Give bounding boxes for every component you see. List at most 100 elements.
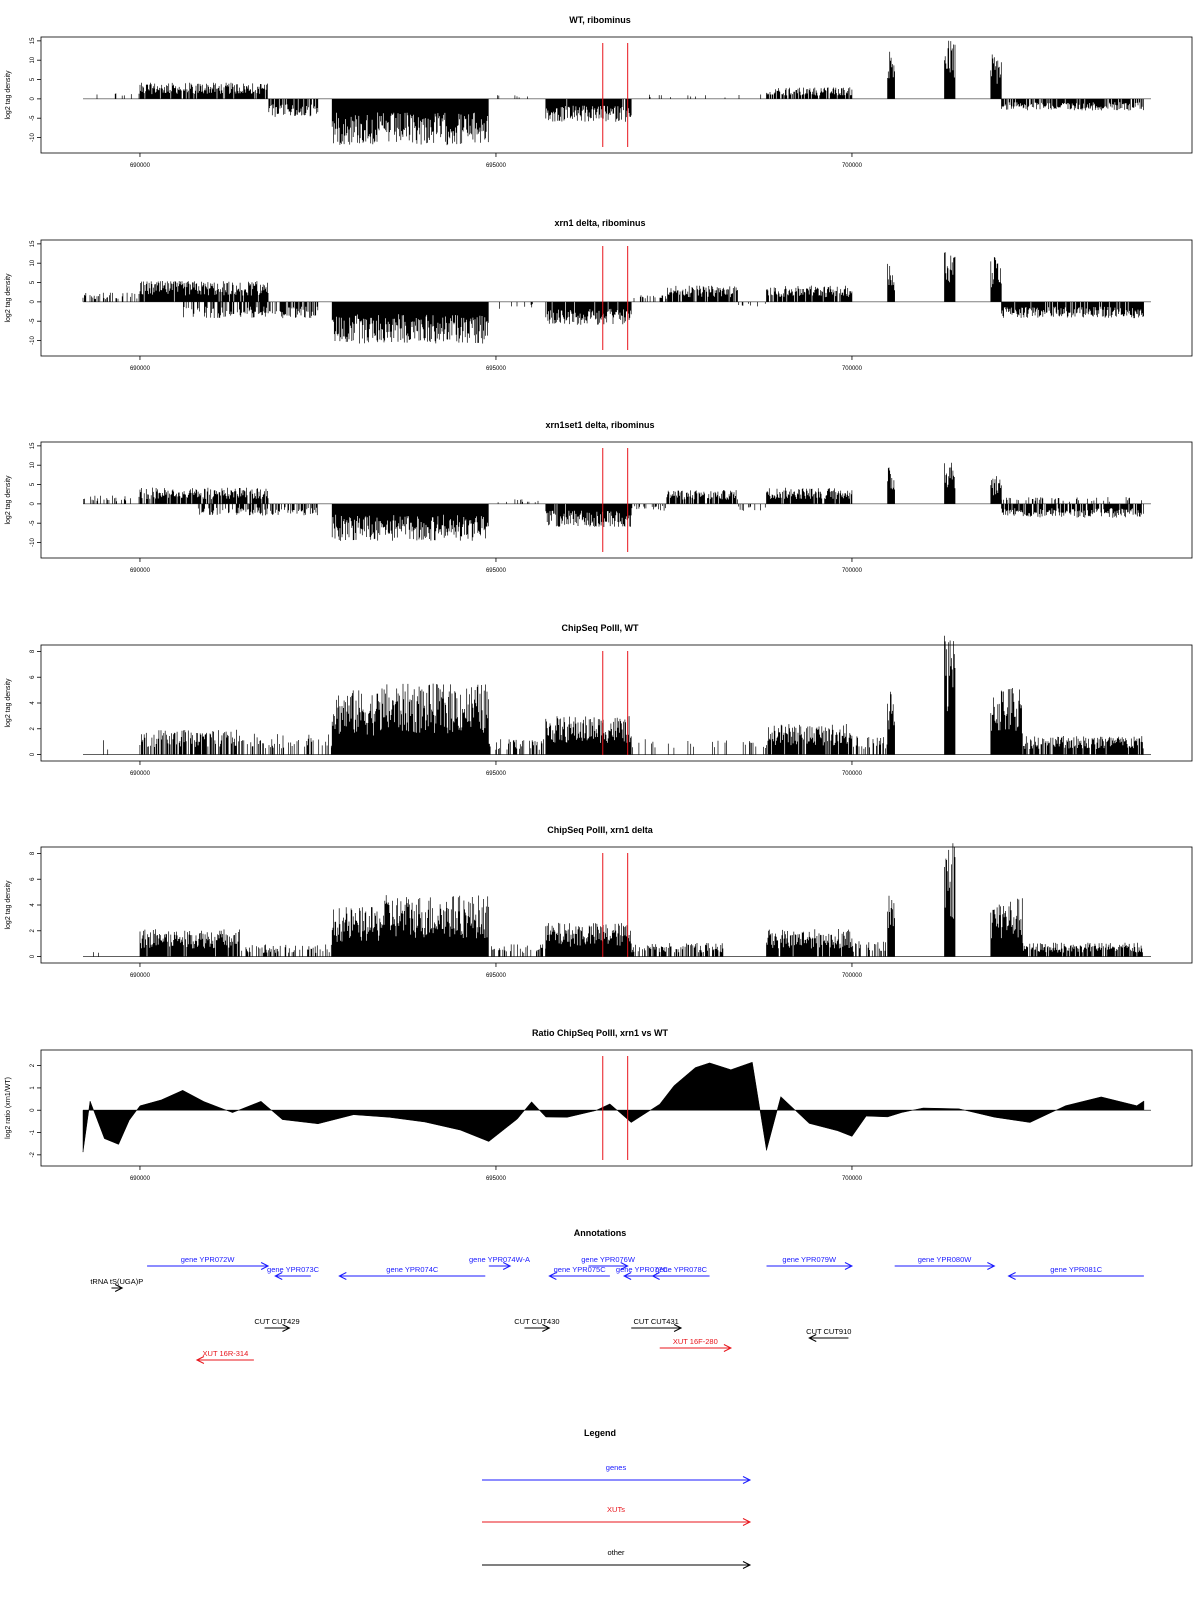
plot-frame: [40, 1049, 1193, 1167]
annotation-feature: CUT CUT431: [631, 1317, 683, 1332]
x-tick-label: 700000: [842, 771, 863, 777]
y-tick-label: 0: [30, 97, 36, 101]
y-tick-label: 10: [30, 56, 36, 63]
y-tick-label: -5: [30, 520, 36, 526]
feature-label: CUT CUT429: [254, 1317, 299, 1326]
y-tick-label: -10: [30, 336, 36, 345]
annotation-feature: gene YPR075C: [548, 1265, 610, 1280]
feature-arrow-head: [673, 1324, 683, 1332]
y-tick-label: 0: [30, 752, 36, 756]
x-tick-label: 700000: [842, 1176, 863, 1182]
annotation-feature: gene YPR074W-A: [469, 1255, 530, 1270]
x-tick-label: 690000: [130, 973, 151, 979]
feature-arrow-head: [260, 1262, 270, 1270]
feature-arrow-head: [742, 1518, 752, 1526]
y-tick-label: 15: [30, 240, 36, 247]
legend-item-gene: genes: [482, 1463, 752, 1484]
y-axis-label: log2 tag density: [5, 475, 12, 525]
x-tick-label: 690000: [130, 568, 151, 574]
y-axis-label: log2 tag density: [5, 678, 12, 728]
y-tick-label: 0: [30, 1108, 36, 1112]
track-2: xrn1 delta, ribominus log2 tag density 15 1…: [5, 218, 1193, 372]
feature-arrow-head: [282, 1324, 291, 1332]
x-tick-label: 695000: [486, 568, 507, 574]
feature-label: CUT CUT910: [806, 1327, 851, 1336]
signal-bars: [83, 462, 1144, 541]
y-tick-label: 5: [30, 280, 36, 284]
legend-label: other: [607, 1548, 625, 1557]
annotation-feature: gene YPR076W: [581, 1255, 636, 1270]
feature-arrow-head: [844, 1262, 854, 1270]
y-tick-label: 10: [30, 461, 36, 468]
feature-arrow-head: [548, 1272, 557, 1280]
y-tick-label: 15: [30, 37, 36, 44]
feature-arrow-head: [114, 1284, 124, 1292]
x-tick-label: 695000: [486, 973, 507, 979]
feature-label: gene YPR074C: [386, 1265, 439, 1274]
annotation-feature: XUT 16F-280: [659, 1337, 733, 1352]
track-6: Ratio ChipSeq PolII, xrn1 vs WT log2 rati…: [5, 1028, 1193, 1182]
feature-arrow-head: [742, 1561, 752, 1569]
legend-item-xut: XUTs: [482, 1505, 752, 1526]
signal-bars: [103, 635, 1144, 755]
annotation-feature: gene YPR078C: [651, 1265, 710, 1280]
signal-bars: [93, 843, 1143, 957]
feature-arrow-head: [1007, 1272, 1016, 1280]
y-tick-label: 5: [30, 77, 36, 81]
feature-label: CUT CUT431: [634, 1317, 679, 1326]
feature-label: gene YPR080W: [918, 1255, 973, 1264]
track-title: WT, ribominus: [569, 15, 631, 25]
track-1: WT, ribominus log2 tag density 15 10 5 0 -5 -10…: [5, 15, 1193, 169]
track-3: xrn1set1 delta, ribominus log2 tag densit…: [5, 420, 1193, 574]
y-axis-label: log2 ratio (xrn1/WT): [5, 1077, 12, 1139]
x-tick-label: 695000: [486, 1176, 507, 1182]
legend-label: XUTs: [607, 1505, 625, 1514]
feature-arrow-head: [542, 1324, 551, 1332]
y-tick-label: -1: [30, 1129, 36, 1135]
y-tick-label: -10: [30, 538, 36, 547]
x-tick-label: 690000: [130, 163, 151, 169]
y-tick-label: 15: [30, 442, 36, 449]
feature-arrow-head: [274, 1272, 283, 1280]
annotations-panel: Annotations gene YPR072W gene YPR073C gene…: [90, 1228, 1144, 1364]
feature-arrow-head: [742, 1476, 752, 1484]
annotation-feature: XUT 16R-314: [195, 1349, 254, 1364]
feature-label: XUT 16F-280: [673, 1337, 718, 1346]
track-title: xrn1 delta, ribominus: [554, 218, 645, 228]
annotation-feature: gene YPR081C: [1007, 1265, 1144, 1280]
track-title: xrn1set1 delta, ribominus: [545, 420, 654, 430]
annotation-feature: gene YPR080W: [894, 1255, 996, 1270]
feature-arrow-head: [723, 1344, 733, 1352]
legend-item-other: other: [482, 1548, 752, 1569]
plot-frame: [40, 239, 1193, 357]
y-tick-label: 5: [30, 482, 36, 486]
feature-arrow-head: [651, 1272, 660, 1280]
y-tick-label: -5: [30, 318, 36, 324]
x-tick-label: 700000: [842, 163, 863, 169]
ratio-area: [82, 1061, 1145, 1153]
signal-bars: [82, 252, 1144, 344]
annotation-feature: CUT CUT910: [806, 1327, 851, 1342]
feature-label: gene YPR078C: [655, 1265, 708, 1274]
legend-panel: Legend genes XUTs other: [482, 1428, 752, 1569]
x-tick-label: 700000: [842, 366, 863, 372]
x-tick-label: 695000: [486, 163, 507, 169]
y-tick-label: 0: [30, 954, 36, 958]
y-axis-label: log2 tag density: [5, 880, 12, 930]
x-tick-label: 700000: [842, 973, 863, 979]
annotation-feature: gene YPR079W: [766, 1255, 854, 1270]
feature-label: gene YPR079W: [782, 1255, 837, 1264]
y-tick-label: 2: [30, 928, 36, 932]
x-tick-label: 700000: [842, 568, 863, 574]
x-tick-label: 690000: [130, 1176, 151, 1182]
y-tick-label: 4: [30, 701, 36, 705]
plot-frame: [40, 441, 1193, 559]
feature-label: gene YPR076W: [581, 1255, 636, 1264]
x-tick-label: 690000: [130, 771, 151, 777]
y-tick-label: 2: [30, 1063, 36, 1067]
feature-label: gene YPR073C: [267, 1265, 320, 1274]
y-tick-label: 8: [30, 649, 36, 653]
signal-bars: [96, 40, 1144, 146]
